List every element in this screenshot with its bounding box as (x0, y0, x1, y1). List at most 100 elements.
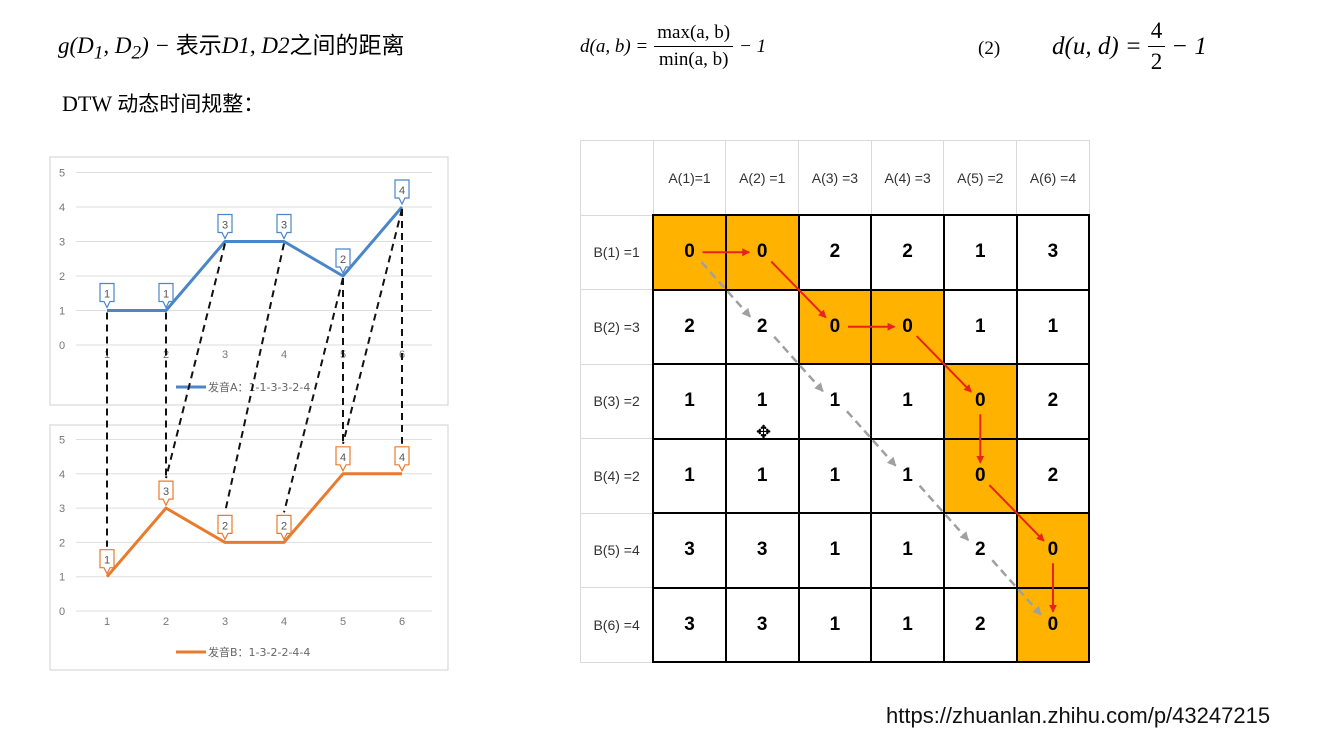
matrix-cell: 3 (652, 512, 727, 589)
matrix-cell: 2 (942, 512, 1018, 589)
data-label-callout (158, 480, 174, 507)
data-label: 4 (399, 185, 405, 197)
matrix-cell: 2 (652, 288, 727, 365)
data-label-callout (394, 446, 410, 473)
move-cursor-icon: ✥ (756, 422, 772, 442)
alignment-line (283, 277, 344, 513)
series-line (105, 472, 402, 578)
column-header: A(2) =1 (725, 140, 800, 216)
formula-fraction: max(a, b) min(a, b) (654, 22, 734, 71)
dtw-cost-matrix: A(1)=1 A(2) =1 A(3) =3 A(4) =3 A(5) =2 A(6) =… (580, 140, 1091, 663)
column-header: A(6) =4 (1016, 140, 1090, 216)
matrix-cell: 1 (724, 437, 800, 514)
x-tick-label: 3 (222, 616, 228, 628)
matrix-row: B(2) =3 2 2 0 0 1 1 (580, 288, 1091, 365)
source-url[interactable]: https://zhuanlan.zhihu.com/p/43247215 (886, 703, 1271, 728)
data-label-callout (276, 213, 292, 240)
matrix-cell: 3 (724, 586, 800, 663)
distance-definition: g(D1, D2) − 表示D1, D2之间的距离 (58, 33, 405, 64)
matrix-cell: 3 (1015, 214, 1091, 291)
matrix-cell: 2 (870, 214, 945, 291)
column-header: A(3) =3 (798, 140, 872, 216)
y-tick-label: 2 (59, 271, 65, 283)
matrix-cell: 1 (870, 512, 945, 589)
matrix-corner (580, 140, 654, 216)
data-label-callout (217, 213, 233, 240)
path-cell: 0 (797, 288, 873, 365)
y-tick-label: 5 (59, 168, 65, 180)
y-tick-label: 0 (59, 606, 65, 618)
row-header: B(6) =4 (580, 587, 654, 663)
distance-formula: d(a, b) = max(a, b) min(a, b) − 1 (580, 22, 767, 71)
path-cell: 0 (942, 363, 1018, 440)
column-header: A(5) =2 (943, 140, 1018, 216)
equation-number: (2) (978, 38, 1001, 59)
legend-label: 发音A：1-1-3-3-2-4 (208, 380, 310, 394)
data-label: 2 (281, 520, 287, 532)
data-label: 1 (163, 289, 169, 301)
data-label-callout (99, 549, 115, 576)
path-cell: 0 (1015, 512, 1091, 589)
matrix-cell: 2 (1015, 437, 1091, 514)
path-cell: 0 (1015, 586, 1091, 663)
path-cell: 0 (652, 214, 727, 291)
data-label: 2 (340, 254, 346, 266)
data-label: 2 (222, 520, 228, 532)
y-tick-label: 1 (59, 572, 65, 584)
matrix-cell: 1 (942, 288, 1018, 365)
matrix-cell: 1 (870, 437, 945, 514)
matrix-cell: 1 (652, 437, 727, 514)
x-tick-label: 3 (222, 349, 228, 361)
matrix-row: B(5) =4 3 3 1 1 2 0 (580, 512, 1091, 589)
matrix-cell: 1 (942, 214, 1018, 291)
data-label: 1 (104, 555, 110, 567)
matrix-cell: 2 (797, 214, 873, 291)
y-tick-label: 3 (59, 503, 65, 515)
y-tick-label: 1 (59, 306, 65, 318)
column-header: A(1)=1 (652, 140, 727, 216)
y-tick-label: 2 (59, 537, 65, 549)
matrix-cell: 1 (797, 586, 873, 663)
data-label-callout (99, 282, 115, 309)
matrix-cell: 1 (797, 437, 873, 514)
path-cell: 0 (942, 437, 1018, 514)
matrix-cell: 1 (1015, 288, 1091, 365)
x-tick-label: 5 (340, 616, 346, 628)
y-tick-label: 3 (59, 237, 65, 249)
data-label-callout (158, 282, 174, 309)
row-header: B(5) =4 (580, 512, 654, 588)
matrix-row: B(3) =2 1 1 1 1 0 2 (580, 363, 1091, 440)
alignment-line (165, 243, 226, 479)
data-label-callout (276, 514, 292, 541)
matrix-cell: 1 (652, 363, 727, 440)
alignment-lines (106, 208, 403, 547)
x-tick-label: 4 (281, 616, 287, 628)
data-label-callout (394, 179, 410, 206)
data-label-callout (335, 446, 351, 473)
matrix-cell: 1 (797, 512, 873, 589)
x-tick-label: 4 (281, 349, 287, 361)
y-tick-label: 5 (59, 435, 65, 447)
matrix-row: B(4) =2 1 1 1 1 0 2 (580, 437, 1091, 514)
series-line (107, 206, 404, 312)
example-fraction: 4 2 (1147, 18, 1166, 75)
matrix-cell: 1 (797, 363, 873, 440)
data-label-callout (335, 248, 351, 275)
alignment-line (224, 243, 285, 513)
matrix-cell: 3 (652, 586, 727, 663)
matrix-cell: 2 (942, 586, 1018, 663)
line-chart-1: 012345123456113324发音A：1-1-3-3-2-4 (49, 156, 449, 406)
matrix-cell: 1 (870, 586, 945, 663)
row-header: B(1) =1 (580, 214, 654, 290)
line-chart-2: 0 1 2 3 4 5 1 2 3 4 5 6 1 3 2 2 4 4 发音B：1-3-2-2-4-4 (49, 424, 449, 671)
data-label: 4 (399, 452, 405, 464)
x-tick-label: 1 (104, 616, 110, 628)
data-label: 4 (340, 452, 346, 464)
y-tick-label: 0 (59, 340, 65, 352)
row-header: B(3) =2 (580, 363, 654, 439)
matrix-cell: 2 (724, 288, 800, 365)
row-header: B(2) =3 (580, 289, 654, 365)
distance-example: d(u, d) = 4 2 − 1 (1052, 18, 1207, 75)
x-tick-label: 2 (163, 616, 169, 628)
